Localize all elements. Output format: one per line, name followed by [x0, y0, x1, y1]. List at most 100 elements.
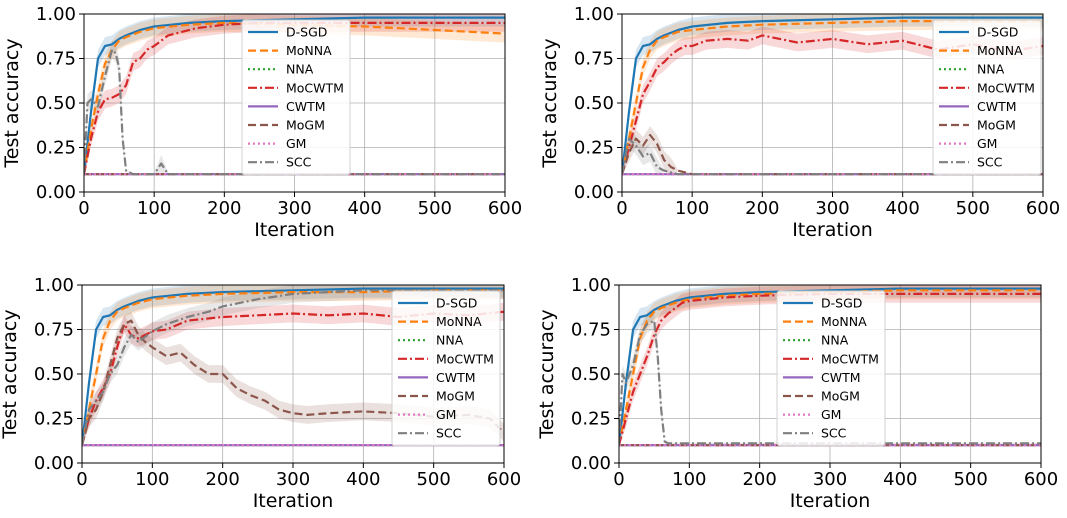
- y-axis-label: Test accuracy: [0, 309, 21, 439]
- series-band-MoNNA: [84, 14, 505, 176]
- x-tick-label: 100: [135, 469, 169, 490]
- x-tick-label: 300: [276, 469, 310, 490]
- legend-label-GM: GM: [286, 136, 306, 151]
- x-tick-label: 200: [742, 469, 776, 490]
- chart-panel-4: 0 100 200 300 400 500 600 0.00 0.25 0.50 0.75 1.00 I…: [536, 275, 1058, 512]
- legend-label-NNA: NNA: [977, 62, 1005, 77]
- x-tick-label: 0: [616, 198, 627, 219]
- legend-label-CWTM: CWTM: [286, 99, 326, 114]
- legend-label-MoCWTM: MoCWTM: [977, 80, 1035, 95]
- x-tick-label: 0: [613, 469, 624, 490]
- x-tick-label: 500: [418, 198, 452, 219]
- x-axis-label: Iteration: [790, 490, 871, 512]
- y-tick-label: 1.00: [571, 275, 611, 296]
- legend-box: [776, 290, 886, 447]
- series-line-D-SGD: [84, 16, 505, 175]
- legend-label-CWTM: CWTM: [821, 370, 861, 385]
- y-tick-label: 0.25: [34, 409, 74, 430]
- legend-label-GM: GM: [821, 407, 841, 422]
- y-tick-label: 0.75: [34, 320, 74, 341]
- x-tick-label: 600: [1026, 198, 1060, 219]
- y-tick-label: 0.00: [36, 182, 76, 203]
- x-tick-label: 500: [956, 198, 990, 219]
- y-tick-label: 0.75: [36, 49, 76, 70]
- plot-area: [619, 285, 1041, 447]
- legend-label-SCC: SCC: [436, 426, 462, 441]
- legend-label-D-SGD: D-SGD: [436, 296, 477, 311]
- chart-panel-1: 0 100 200 300 400 500 600 0.00 0.25 0.50 0.75 1.00 I…: [1, 4, 522, 241]
- y-tick-label: 0.00: [574, 182, 614, 203]
- x-tick-label: 400: [883, 469, 917, 490]
- legend-label-CWTM: CWTM: [977, 99, 1017, 114]
- legend-label-NNA: NNA: [436, 333, 464, 348]
- y-axis-label: Test accuracy: [536, 309, 558, 439]
- y-axis-label: Test accuracy: [1, 38, 23, 168]
- y-tick-label: 1.00: [574, 4, 614, 25]
- legend-label-MoNNA: MoNNA: [977, 43, 1023, 58]
- legend-label-CWTM: CWTM: [436, 370, 476, 385]
- x-tick-label: 0: [76, 469, 87, 490]
- legend-box: [391, 290, 501, 447]
- x-tick-label: 600: [1024, 469, 1058, 490]
- legend-box: [241, 19, 351, 176]
- legend-label-MoNNA: MoNNA: [821, 314, 867, 329]
- series-line-D-SGD: [82, 287, 504, 446]
- x-tick-label: 600: [487, 469, 521, 490]
- y-tick-label: 1.00: [36, 4, 76, 25]
- x-tick-label: 200: [207, 198, 241, 219]
- series-band-MoNNA: [622, 14, 1043, 176]
- legend-label-D-SGD: D-SGD: [286, 25, 327, 40]
- y-axis-label: Test accuracy: [539, 38, 561, 168]
- legend: D-SGD MoNNA NNA MoCWTM CWTM MoGM GM SCC: [932, 19, 1042, 176]
- y-tick-label: 0.00: [34, 453, 74, 474]
- x-axis-label: Iteration: [253, 490, 334, 512]
- series-band-D-SGD: [82, 285, 504, 447]
- x-tick-label: 500: [953, 469, 987, 490]
- y-tick-label: 0.50: [36, 93, 76, 114]
- x-tick-label: 100: [672, 469, 706, 490]
- x-tick-label: 400: [346, 469, 380, 490]
- legend-label-GM: GM: [436, 407, 456, 422]
- legend-label-SCC: SCC: [821, 426, 847, 441]
- x-tick-label: 300: [815, 198, 849, 219]
- legend-label-D-SGD: D-SGD: [977, 25, 1018, 40]
- x-tick-label: 400: [885, 198, 919, 219]
- legend: D-SGD MoNNA NNA MoCWTM CWTM MoGM GM SCC: [391, 290, 501, 447]
- legend-label-MoCWTM: MoCWTM: [821, 351, 879, 366]
- x-axis-label: Iteration: [792, 219, 873, 241]
- legend-label-SCC: SCC: [977, 155, 1003, 170]
- legend-label-MoNNA: MoNNA: [436, 314, 482, 329]
- y-tick-label: 0.25: [36, 138, 76, 159]
- series-band-SCC: [82, 285, 504, 447]
- x-tick-label: 600: [488, 198, 522, 219]
- series-line-MoCWTM: [622, 34, 1043, 175]
- legend-box: [932, 19, 1042, 176]
- series-band-MoCWTM: [619, 285, 1041, 447]
- y-tick-label: 0.25: [574, 138, 614, 159]
- y-tick-label: 0.25: [571, 409, 611, 430]
- legend-label-SCC: SCC: [286, 155, 312, 170]
- y-tick-label: 0.75: [574, 49, 614, 70]
- legend-label-MoGM: MoGM: [286, 118, 325, 133]
- x-tick-label: 300: [813, 469, 847, 490]
- series-band-D-SGD: [622, 14, 1043, 176]
- legend-label-MoGM: MoGM: [821, 389, 860, 404]
- legend-label-GM: GM: [977, 136, 997, 151]
- y-tick-label: 0.00: [571, 453, 611, 474]
- legend-label-MoNNA: MoNNA: [286, 43, 332, 58]
- y-tick-label: 0.50: [34, 364, 74, 385]
- x-tick-label: 0: [78, 198, 89, 219]
- x-tick-label: 200: [205, 469, 239, 490]
- plot-area: [84, 14, 505, 176]
- series-band-MoNNA: [82, 285, 504, 447]
- chart-panel-3: 0 100 200 300 400 500 600 0.00 0.25 0.50 0.75 1.00 I…: [0, 275, 521, 512]
- y-tick-label: 1.00: [34, 275, 74, 296]
- series-line-D-SGD: [619, 287, 1041, 446]
- x-tick-label: 400: [347, 198, 381, 219]
- series-band-MoCWTM: [84, 14, 505, 176]
- chart-panel-2: 0 100 200 300 400 500 600 0.00 0.25 0.50 0.75 1.00 I…: [539, 4, 1060, 241]
- y-tick-label: 0.50: [571, 364, 611, 385]
- legend-label-MoCWTM: MoCWTM: [286, 80, 344, 95]
- x-tick-label: 100: [675, 198, 709, 219]
